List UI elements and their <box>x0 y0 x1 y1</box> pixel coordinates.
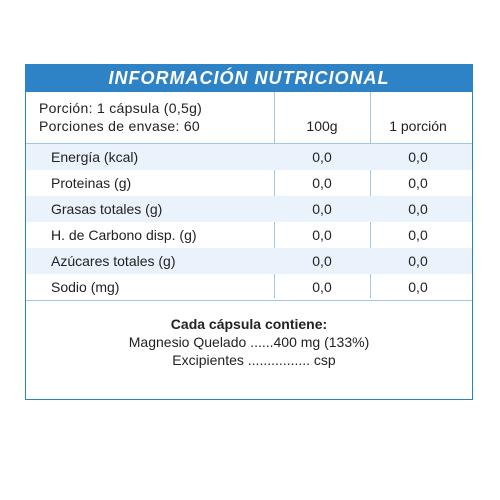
header-divider <box>26 143 472 144</box>
nutrient-value-portion: 0,0 <box>408 253 428 269</box>
nutrient-value-portion: 0,0 <box>408 149 428 165</box>
serving-size: Porción: 1 cápsula (0,5g) <box>39 100 203 116</box>
nutrient-value-100g: 0,0 <box>312 201 332 217</box>
serving-info: Porción: 1 cápsula (0,5g) Porciones de e… <box>39 99 202 135</box>
nutrient-value-100g: 0,0 <box>312 279 332 295</box>
column-header-portion: 1 porción <box>389 118 447 134</box>
nutrient-name: Azúcares totales (g) <box>51 253 176 269</box>
table-row: Azúcares totales (g) 0,0 0,0 <box>26 248 472 274</box>
nutrition-label: INFORMACIÓN NUTRICIONAL Porción: 1 cápsu… <box>25 64 473 400</box>
nutrient-name: Grasas totales (g) <box>51 201 163 217</box>
table-row: Energía (kcal) 0,0 0,0 <box>26 144 472 170</box>
table-row: Sodio (mg) 0,0 0,0 <box>26 274 472 300</box>
nutrient-name: Sodio (mg) <box>51 279 120 295</box>
column-divider <box>370 92 371 298</box>
nutrient-value-100g: 0,0 <box>312 227 332 243</box>
label-title: INFORMACIÓN NUTRICIONAL <box>26 65 472 92</box>
nutrient-value-portion: 0,0 <box>408 175 428 191</box>
table-row: Grasas totales (g) 0,0 0,0 <box>26 196 472 222</box>
nutrient-value-100g: 0,0 <box>312 175 332 191</box>
column-header-100g: 100g <box>306 118 338 134</box>
column-divider <box>274 92 275 298</box>
nutrient-value-portion: 0,0 <box>408 227 428 243</box>
table-row: Proteinas (g) 0,0 0,0 <box>26 170 472 196</box>
nutrient-value-100g: 0,0 <box>312 149 332 165</box>
table-row: H. de Carbono disp. (g) 0,0 0,0 <box>26 222 472 248</box>
nutrient-name: Proteinas (g) <box>51 175 132 191</box>
nutrient-name: H. de Carbono disp. (g) <box>51 227 197 243</box>
nutrient-value-100g: 0,0 <box>312 253 332 269</box>
servings-per-container: Porciones de envase: 60 <box>39 118 201 134</box>
composition-line: Magnesio Quelado ......400 mg (133%) <box>128 334 370 350</box>
composition-heading: Cada cápsula contiene: <box>170 316 328 332</box>
nutrient-value-portion: 0,0 <box>408 279 428 295</box>
nutrient-name: Energía (kcal) <box>51 149 139 165</box>
table-bottom-divider <box>26 300 472 301</box>
nutrient-value-portion: 0,0 <box>408 201 428 217</box>
composition-line: Excipientes ................ csp <box>172 352 336 368</box>
composition-block: Cada cápsula contiene: Magnesio Quelado … <box>26 315 472 369</box>
